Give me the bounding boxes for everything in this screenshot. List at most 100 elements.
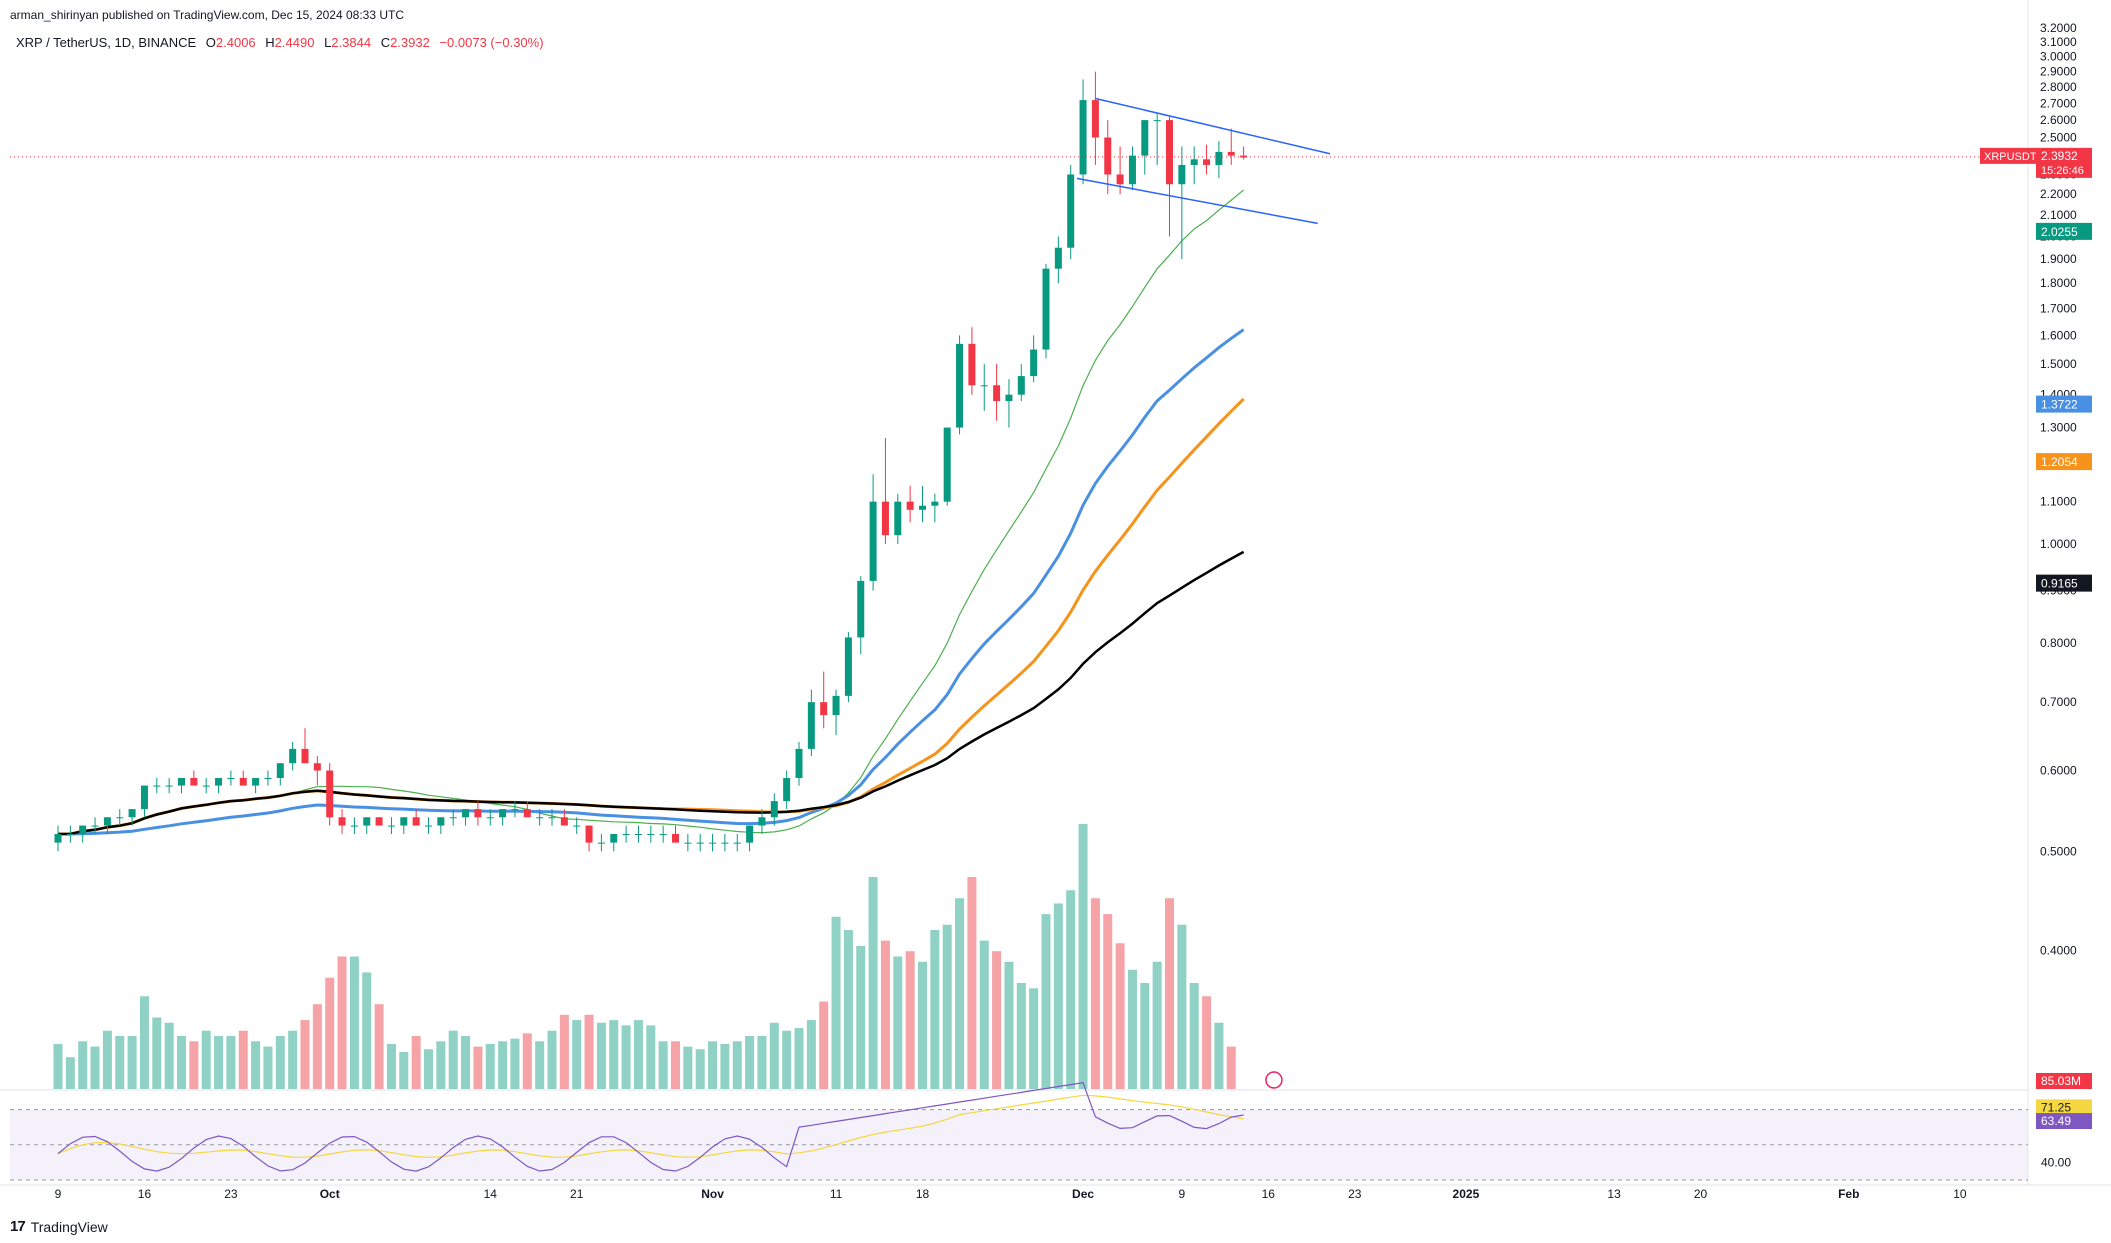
candle-body[interactable] (1128, 155, 1136, 185)
candle[interactable] (1054, 236, 1062, 284)
candle[interactable] (943, 427, 951, 506)
candle[interactable] (770, 793, 778, 826)
candle[interactable] (844, 631, 852, 703)
candle[interactable] (523, 801, 531, 818)
candle-body[interactable] (1203, 159, 1211, 165)
candle-body[interactable] (1227, 151, 1235, 156)
candle[interactable] (91, 817, 99, 835)
candle[interactable] (66, 825, 74, 843)
candle-body[interactable] (943, 427, 951, 502)
candle[interactable] (276, 763, 284, 786)
candle[interactable] (1153, 113, 1161, 165)
candle[interactable] (968, 327, 976, 395)
candle[interactable] (511, 801, 519, 818)
candle-body[interactable] (746, 825, 754, 843)
candle-body[interactable] (622, 834, 630, 836)
candle[interactable] (733, 834, 741, 852)
candle[interactable] (869, 474, 877, 591)
candle[interactable] (338, 809, 346, 835)
candle-body[interactable] (1178, 164, 1186, 185)
candle-body[interactable] (128, 809, 136, 818)
candle-body[interactable] (721, 842, 729, 844)
candle-body[interactable] (276, 763, 284, 778)
candle[interactable] (326, 763, 334, 826)
candle[interactable] (622, 825, 630, 843)
candle[interactable] (190, 770, 198, 786)
candle[interactable] (79, 825, 87, 843)
candle[interactable] (573, 817, 581, 835)
candle-body[interactable] (659, 834, 667, 836)
candle-body[interactable] (153, 785, 161, 787)
candle-body[interactable] (548, 817, 556, 819)
candle[interactable] (140, 785, 148, 818)
candle-body[interactable] (1042, 268, 1050, 350)
candle[interactable] (128, 809, 136, 826)
candle[interactable] (993, 364, 1001, 421)
candle-body[interactable] (313, 763, 321, 771)
candle-body[interactable] (820, 702, 828, 716)
candle[interactable] (585, 825, 593, 852)
candle[interactable] (1215, 141, 1223, 179)
candle[interactable] (1190, 146, 1198, 185)
candle[interactable] (116, 809, 124, 826)
candle-body[interactable] (387, 825, 395, 827)
candle[interactable] (202, 777, 210, 794)
candle-body[interactable] (1067, 174, 1075, 248)
candle-body[interactable] (696, 842, 704, 844)
candle[interactable] (881, 437, 889, 544)
candle-body[interactable] (215, 777, 223, 786)
candle-body[interactable] (1091, 100, 1099, 138)
candle-body[interactable] (1141, 120, 1149, 156)
candle[interactable] (919, 485, 926, 523)
candle-body[interactable] (881, 501, 889, 536)
candle-body[interactable] (832, 695, 840, 716)
candle[interactable] (486, 809, 494, 826)
candle-body[interactable] (610, 834, 618, 843)
candle-body[interactable] (980, 385, 988, 387)
candle[interactable] (597, 834, 605, 852)
candle[interactable] (412, 809, 420, 826)
candle[interactable] (165, 777, 173, 794)
candle-body[interactable] (1030, 349, 1038, 377)
candle[interactable] (1227, 128, 1235, 165)
candle[interactable] (647, 825, 655, 843)
candle-body[interactable] (919, 505, 926, 510)
candle[interactable] (783, 770, 791, 810)
candle-body[interactable] (894, 501, 902, 536)
candle-body[interactable] (400, 817, 408, 826)
candle-body[interactable] (1017, 376, 1025, 395)
candle-body[interactable] (289, 748, 297, 764)
price-axis[interactable]: 0.30000.40000.50000.60000.70000.80000.90… (1980, 21, 2092, 1169)
candle[interactable] (1104, 120, 1112, 195)
candle[interactable] (807, 689, 815, 756)
candle[interactable] (227, 770, 235, 786)
candle[interactable] (289, 741, 297, 771)
candle[interactable] (894, 493, 902, 544)
candle-body[interactable] (1054, 247, 1062, 269)
candle[interactable] (103, 817, 111, 835)
candle[interactable] (795, 741, 803, 786)
candle[interactable] (820, 671, 828, 729)
candle[interactable] (696, 834, 704, 852)
candle[interactable] (264, 770, 272, 786)
candle[interactable] (239, 770, 247, 786)
candle[interactable] (215, 777, 223, 794)
candle-body[interactable] (252, 777, 260, 786)
candle-body[interactable] (190, 777, 198, 786)
candle[interactable] (672, 825, 679, 843)
candle-body[interactable] (993, 385, 1001, 402)
candle-body[interactable] (412, 817, 420, 826)
candle-body[interactable] (363, 817, 371, 826)
candle-body[interactable] (301, 748, 309, 764)
candle[interactable] (610, 834, 618, 852)
triangle-upper-trendline[interactable] (1095, 97, 1331, 155)
candle-body[interactable] (857, 580, 865, 638)
candle-body[interactable] (1079, 100, 1087, 175)
candle[interactable] (684, 834, 692, 852)
candle-body[interactable] (375, 817, 383, 826)
candle-body[interactable] (449, 817, 457, 819)
candle-body[interactable] (573, 825, 581, 827)
candle-body[interactable] (597, 842, 605, 844)
candle[interactable] (906, 485, 914, 523)
